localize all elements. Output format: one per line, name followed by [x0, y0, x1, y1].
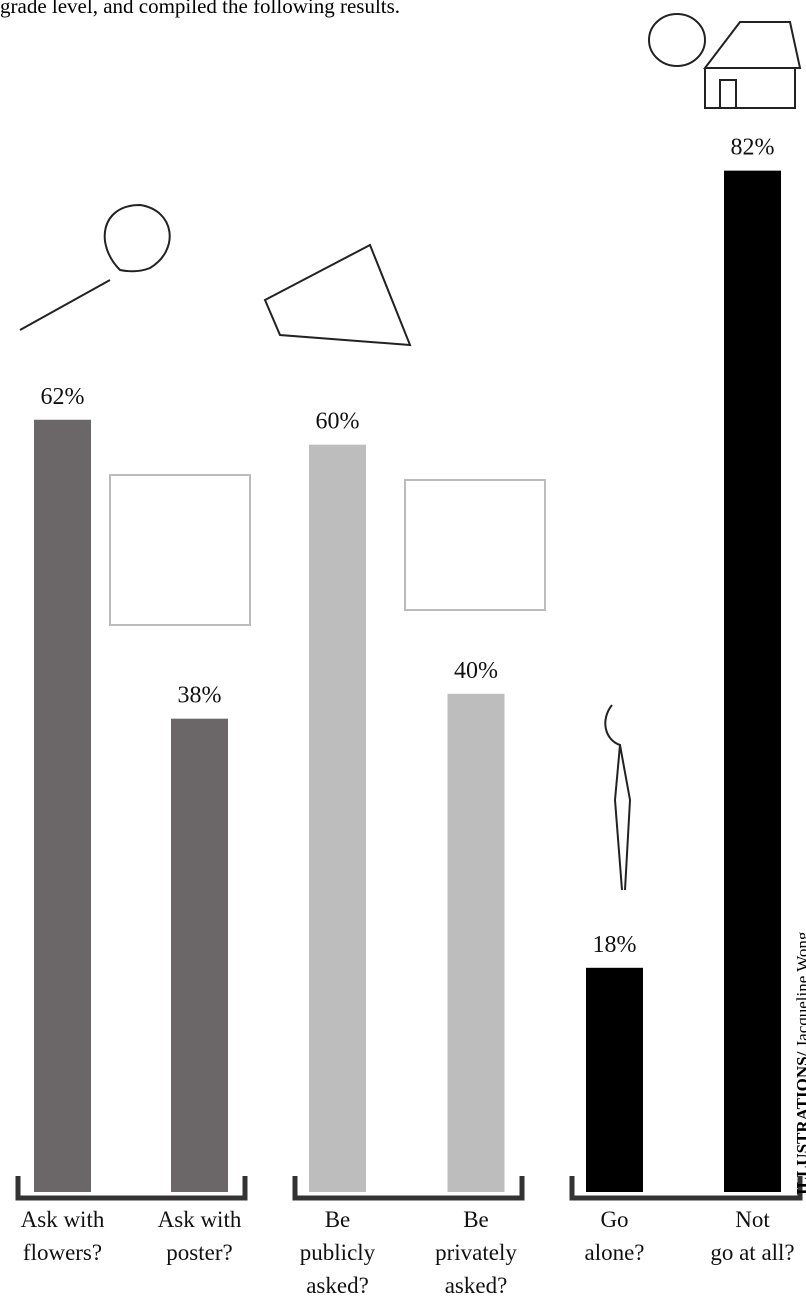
credit-name: Jacqueline Wong	[793, 932, 806, 1048]
credit: ILLUSTRATIONS/ Jacqueline Wong	[793, 932, 806, 1195]
bar	[171, 719, 228, 1192]
value-label: 82%	[731, 135, 775, 161]
bar	[448, 694, 505, 1192]
category-label: Be publicly asked?	[273, 1203, 403, 1302]
category-label: Ask with flowers?	[0, 1203, 128, 1269]
category-label: Ask with poster?	[135, 1203, 265, 1269]
page: grade level, and compiled the following …	[0, 0, 806, 1248]
bar	[34, 420, 91, 1192]
credit-label: ILLUSTRATIONS/	[793, 1052, 806, 1195]
category-label: Not go at all?	[688, 1203, 806, 1269]
illustrations	[20, 14, 800, 890]
bar	[586, 968, 643, 1192]
value-label: 38%	[178, 683, 222, 709]
value-label: 62%	[41, 384, 85, 410]
value-label: 60%	[316, 409, 360, 435]
chart: 62% 38% 60% 40% 18% 82%	[0, 0, 806, 1248]
bar	[309, 445, 366, 1192]
bar	[724, 171, 781, 1192]
value-label: 18%	[593, 932, 637, 958]
category-label: Be privately asked?	[411, 1203, 541, 1302]
value-label: 40%	[454, 658, 498, 684]
category-label: Go alone?	[550, 1203, 680, 1269]
group-brackets	[18, 1176, 800, 1198]
